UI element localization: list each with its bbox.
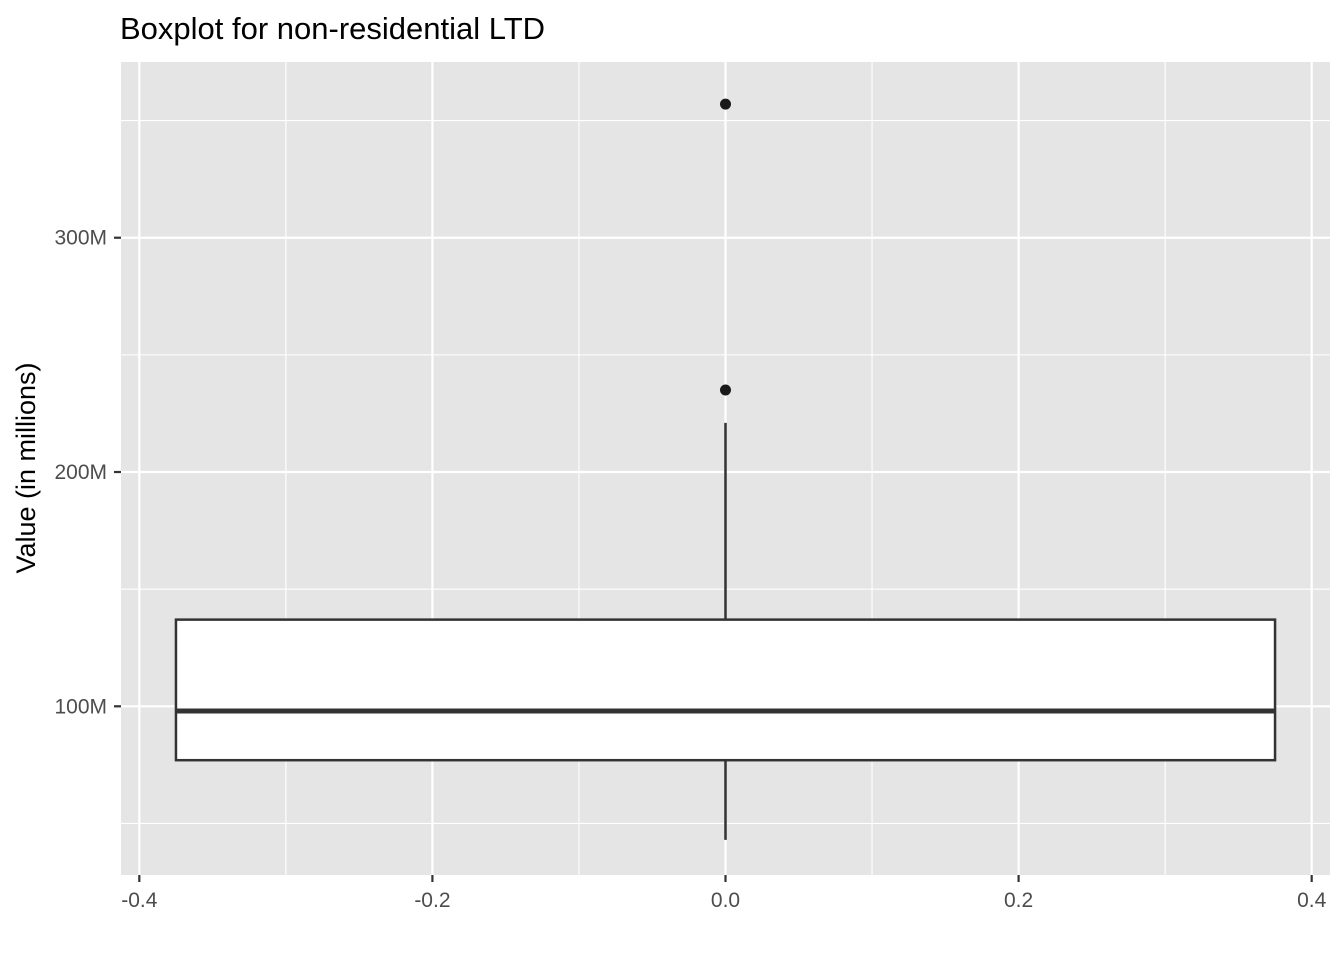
y-axis-label: Value (in millions) — [11, 362, 41, 573]
x-tick-label: 0.4 — [1297, 889, 1327, 912]
outlier-point — [720, 98, 731, 110]
x-tick-label: -0.4 — [121, 889, 158, 912]
x-tick-label: 0.2 — [1004, 889, 1033, 912]
x-tick-label: -0.2 — [414, 889, 450, 912]
y-tick-label: 200M — [54, 461, 107, 484]
outlier-point — [720, 384, 731, 396]
axes: -0.4 -0.2 0.0 0.2 0.4 100M 200M 300M — [54, 227, 1326, 912]
x-tick-label: 0.0 — [711, 889, 740, 912]
box-marks — [174, 98, 1277, 840]
chart-title: Boxplot for non-residential LTD — [120, 11, 545, 46]
box-iqr — [174, 618, 1277, 762]
y-tick-label: 100M — [54, 695, 107, 718]
y-tick-label: 300M — [54, 227, 107, 250]
